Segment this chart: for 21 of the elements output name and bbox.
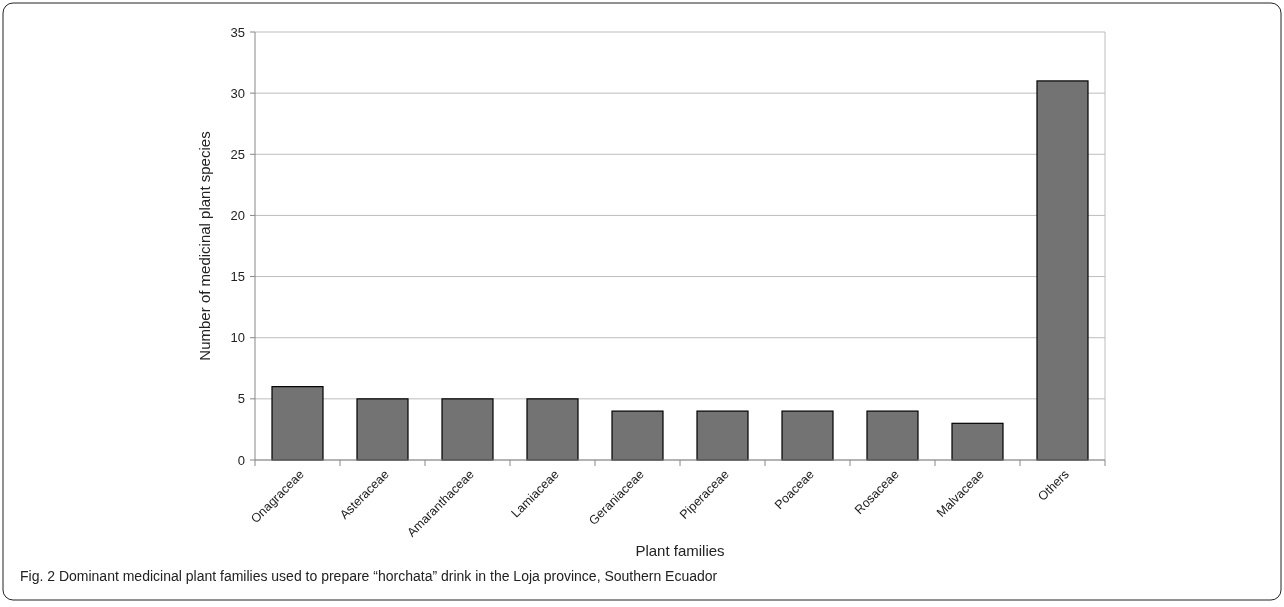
x-axis-title: Plant families xyxy=(635,542,725,559)
bar xyxy=(696,410,749,461)
y-tick-label: 25 xyxy=(230,146,245,162)
y-axis-title: Number of medicinal plant species xyxy=(196,131,213,361)
y-tick-label: 0 xyxy=(237,452,245,468)
y-tick-label: 20 xyxy=(230,207,245,223)
bar xyxy=(526,398,579,461)
bar xyxy=(1036,80,1089,461)
bar xyxy=(866,410,919,461)
bar xyxy=(271,386,324,461)
y-tick-label: 10 xyxy=(230,330,245,346)
y-tick-label: 5 xyxy=(237,391,245,407)
y-tick-label: 30 xyxy=(230,85,245,101)
bar xyxy=(781,410,834,461)
y-tick-label: 35 xyxy=(230,24,245,40)
caption: Fig. 2 Dominant medicinal plant families used to prepare “horchata” drink in the Loja province, Southern Ecuador xyxy=(20,568,718,584)
bar xyxy=(611,410,664,461)
y-tick-label: 15 xyxy=(230,269,245,285)
bar xyxy=(951,422,1004,461)
bar xyxy=(356,398,409,461)
bar xyxy=(441,398,494,461)
